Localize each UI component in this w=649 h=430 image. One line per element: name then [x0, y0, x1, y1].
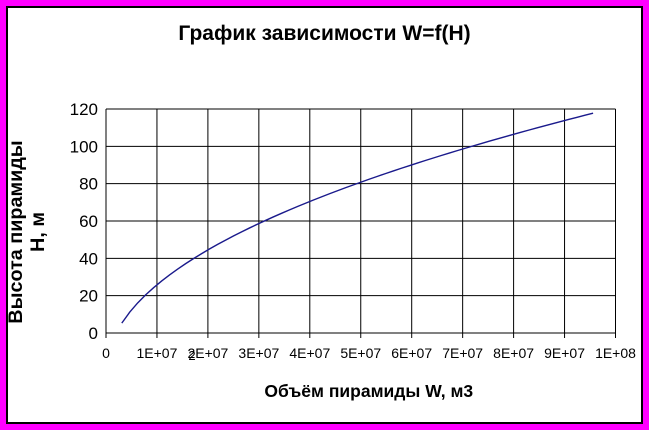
svg-text:5E+07: 5E+07 — [340, 345, 381, 361]
svg-text:0: 0 — [102, 345, 110, 361]
svg-text:9E+07: 9E+07 — [544, 345, 585, 361]
svg-text:7E+07: 7E+07 — [442, 345, 483, 361]
svg-text:6E+07: 6E+07 — [391, 345, 432, 361]
svg-text:Высота пирамиды: Высота пирамиды — [6, 140, 27, 323]
svg-text:120: 120 — [70, 100, 98, 119]
svg-text:4E+07: 4E+07 — [289, 345, 330, 361]
svg-text:H, м: H, м — [27, 212, 49, 252]
svg-text:3E+07: 3E+07 — [238, 345, 279, 361]
svg-text:100: 100 — [70, 137, 98, 156]
svg-text:20: 20 — [79, 287, 98, 306]
svg-text:40: 40 — [79, 249, 98, 268]
svg-text:1E+08: 1E+08 — [595, 345, 636, 361]
svg-text:60: 60 — [79, 212, 98, 231]
svg-text:2: 2 — [188, 348, 195, 363]
svg-text:8E+07: 8E+07 — [493, 345, 534, 361]
svg-text:0: 0 — [89, 324, 98, 343]
svg-text:1E+07: 1E+07 — [137, 345, 178, 361]
svg-text:80: 80 — [79, 175, 98, 194]
